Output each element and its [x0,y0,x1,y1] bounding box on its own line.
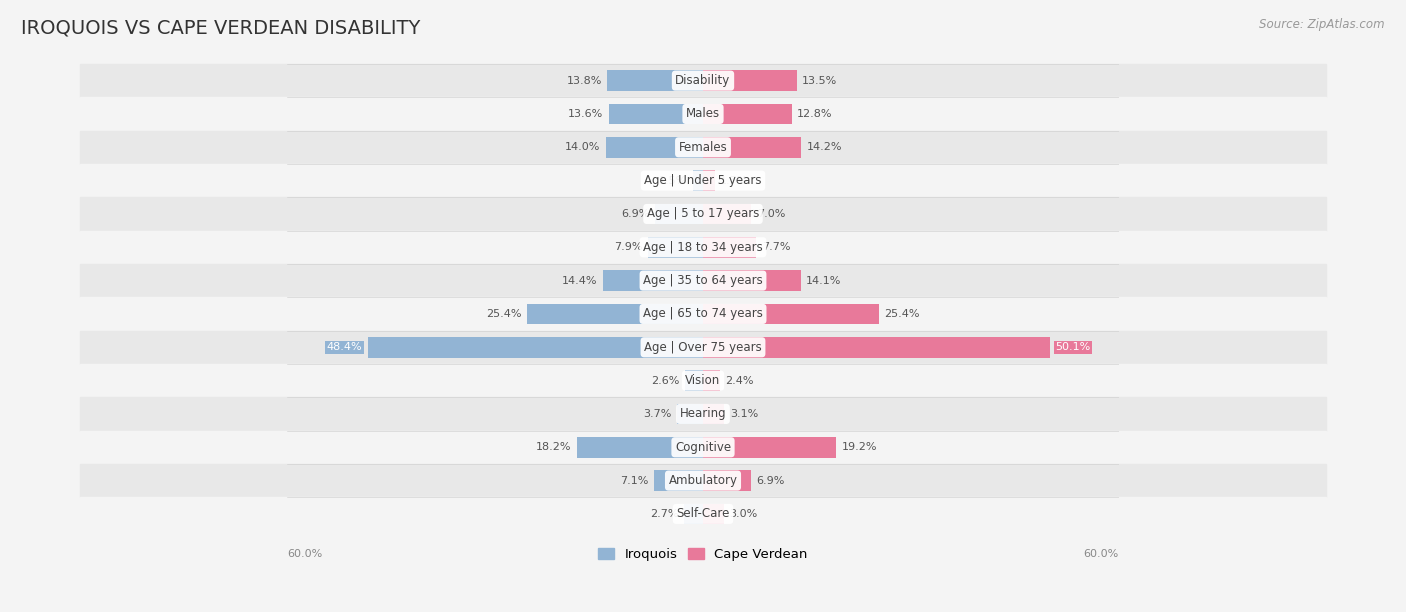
Bar [80,197,1326,231]
Bar [648,237,703,258]
Bar [607,70,703,91]
Bar [80,164,1326,197]
Bar [603,271,703,291]
Bar [80,231,1326,264]
Bar [703,437,837,458]
Text: 3.7%: 3.7% [644,409,672,419]
Text: 50.1%: 50.1% [1056,342,1091,353]
Text: Age | 18 to 34 years: Age | 18 to 34 years [643,241,763,254]
Bar [80,464,1326,498]
Text: Age | Under 5 years: Age | Under 5 years [644,174,762,187]
Bar [703,204,751,224]
Text: Vision: Vision [685,374,721,387]
Text: 50.1%: 50.1% [1056,342,1091,353]
Bar [703,403,724,424]
Bar [80,364,1326,397]
Text: 60.0%: 60.0% [287,549,322,559]
Bar [80,64,1326,97]
Text: 19.2%: 19.2% [842,442,877,452]
Bar [703,304,879,324]
Text: 18.2%: 18.2% [536,442,571,452]
Text: Age | 35 to 64 years: Age | 35 to 64 years [643,274,763,287]
Text: 2.7%: 2.7% [650,509,679,519]
Text: 1.5%: 1.5% [659,176,688,185]
Text: 48.4%: 48.4% [326,342,363,353]
Text: Cognitive: Cognitive [675,441,731,453]
Text: 14.0%: 14.0% [565,142,600,152]
Text: 3.1%: 3.1% [730,409,758,419]
Text: 7.7%: 7.7% [762,242,790,252]
Bar [368,337,703,357]
Bar [80,498,1326,531]
Text: 25.4%: 25.4% [486,309,522,319]
Bar [576,437,703,458]
Text: 60.0%: 60.0% [1084,549,1119,559]
Bar [703,170,714,191]
Text: Disability: Disability [675,74,731,87]
Text: Self-Care: Self-Care [676,507,730,520]
Bar [80,97,1326,130]
Text: 13.6%: 13.6% [568,109,603,119]
Text: Ambulatory: Ambulatory [668,474,738,487]
Bar [80,431,1326,464]
Bar [703,337,1050,357]
Text: 7.0%: 7.0% [756,209,786,219]
Text: 13.8%: 13.8% [567,76,602,86]
Text: Age | 65 to 74 years: Age | 65 to 74 years [643,307,763,321]
Text: 6.9%: 6.9% [621,209,650,219]
Text: 2.6%: 2.6% [651,376,679,386]
Text: Age | Over 75 years: Age | Over 75 years [644,341,762,354]
Text: Males: Males [686,108,720,121]
Text: 25.4%: 25.4% [884,309,920,319]
Bar [655,204,703,224]
Text: Age | 5 to 17 years: Age | 5 to 17 years [647,207,759,220]
Bar [80,297,1326,330]
Bar [80,330,1326,364]
Bar [703,370,720,391]
Text: 1.7%: 1.7% [720,176,748,185]
Text: Females: Females [679,141,727,154]
Text: Hearing: Hearing [679,408,727,420]
Bar [80,130,1326,164]
Bar [80,397,1326,431]
Bar [80,264,1326,297]
Text: 7.1%: 7.1% [620,476,648,485]
Text: Source: ZipAtlas.com: Source: ZipAtlas.com [1260,18,1385,31]
Bar [685,504,703,524]
Bar [693,170,703,191]
Bar [609,103,703,124]
Bar [703,70,797,91]
Text: 48.4%: 48.4% [326,342,363,353]
Bar [527,304,703,324]
Text: 14.2%: 14.2% [807,142,842,152]
Bar [703,237,756,258]
Bar [606,137,703,158]
Bar [654,470,703,491]
Text: 14.4%: 14.4% [562,275,598,286]
Bar [678,403,703,424]
Text: 14.1%: 14.1% [806,275,842,286]
Bar [703,470,751,491]
Text: 13.5%: 13.5% [801,76,838,86]
Bar [685,370,703,391]
Text: 2.4%: 2.4% [725,376,754,386]
Bar [703,504,724,524]
Bar [703,103,792,124]
Text: 6.9%: 6.9% [756,476,785,485]
Bar [703,137,801,158]
Text: IROQUOIS VS CAPE VERDEAN DISABILITY: IROQUOIS VS CAPE VERDEAN DISABILITY [21,18,420,37]
Text: 3.0%: 3.0% [730,509,758,519]
Legend: Iroquois, Cape Verdean: Iroquois, Cape Verdean [593,542,813,566]
Text: 12.8%: 12.8% [797,109,832,119]
Text: 7.9%: 7.9% [614,242,643,252]
Bar [703,271,800,291]
